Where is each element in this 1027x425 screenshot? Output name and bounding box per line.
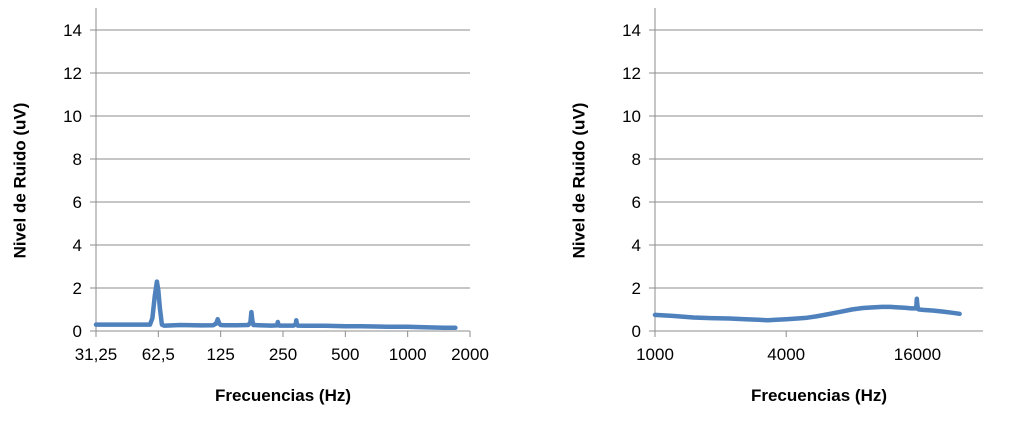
y-tick-label: 10 [63,107,82,126]
y-tick-label: 14 [622,21,641,40]
x-tick-label: 125 [206,345,234,364]
y-tick-label: 4 [73,236,82,255]
series-line [93,279,458,331]
x-tick-label: 31,25 [75,345,118,364]
y-tick-label: 10 [622,107,641,126]
x-axis-title: Frecuencias (Hz) [751,386,887,405]
y-tick-label: 12 [63,64,82,83]
series-line [652,296,962,323]
x-tick-label: 4000 [767,345,805,364]
y-tick-label: 8 [632,150,641,169]
x-tick-label: 500 [331,345,359,364]
y-tick-label: 6 [73,193,82,212]
x-tick-label: 1000 [389,345,427,364]
x-tick-label: 2000 [451,345,489,364]
x-tick-label: 62,5 [142,345,175,364]
y-tick-label: 2 [632,279,641,298]
x-axis-title: Frecuencias (Hz) [215,386,351,405]
chart-left: 0 2 4 6 8 10 12 14 31,25 62,5 125 250 500 1000 2000 Fre… [11,8,489,405]
y-tick-label: 2 [73,279,82,298]
chart-right: 0 2 4 6 8 10 12 14 1000 4000 16000 Frecuencias (Hz)… [570,8,983,405]
y-tick-label: 4 [632,236,641,255]
y-axis-title: Nivel de Ruido (uV) [11,103,30,259]
x-tick-label: 16000 [894,345,941,364]
y-tick-label: 6 [632,193,641,212]
y-tick-label: 0 [73,322,82,341]
x-tick-label: 250 [269,345,297,364]
y-tick-label: 14 [63,21,82,40]
x-tick-label: 1000 [636,345,674,364]
y-tick-label: 8 [73,150,82,169]
y-tick-label: 0 [632,322,641,341]
y-axis-title: Nivel de Ruido (uV) [570,103,589,259]
y-tick-label: 12 [622,64,641,83]
